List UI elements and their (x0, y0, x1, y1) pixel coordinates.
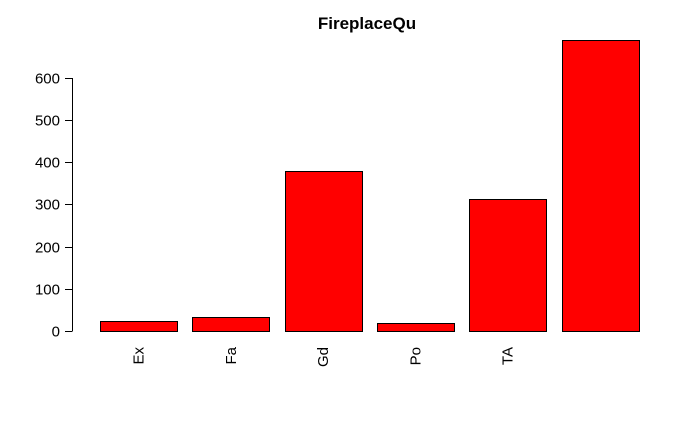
x-tick-label: Fa (223, 346, 240, 364)
y-axis: 0 100 200 300 400 500 600 (35, 71, 73, 341)
y-tick-label: 100 (35, 282, 60, 299)
y-tick-label: 300 (35, 197, 60, 214)
chart-title: FireplaceQu (318, 14, 416, 33)
bar-blank (562, 40, 640, 332)
bar-ex (100, 321, 178, 332)
y-tick-label: 0 (52, 324, 60, 341)
x-tick-label: TA (500, 347, 517, 365)
bar-po (377, 323, 455, 332)
bar-fa (192, 317, 270, 332)
bars-group (100, 40, 640, 332)
x-tick-label: Ex (131, 347, 148, 365)
y-tick-label: 600 (35, 71, 60, 88)
x-tick-label: Po (407, 347, 424, 365)
bar-ta (469, 199, 547, 332)
x-axis-labels: Ex Fa Gd Po TA (131, 346, 517, 367)
bar-gd (285, 171, 363, 332)
x-tick-label: Gd (315, 347, 332, 367)
y-tick-label: 200 (35, 240, 60, 257)
y-tick-label: 500 (35, 113, 60, 130)
y-tick-label: 400 (35, 155, 60, 172)
